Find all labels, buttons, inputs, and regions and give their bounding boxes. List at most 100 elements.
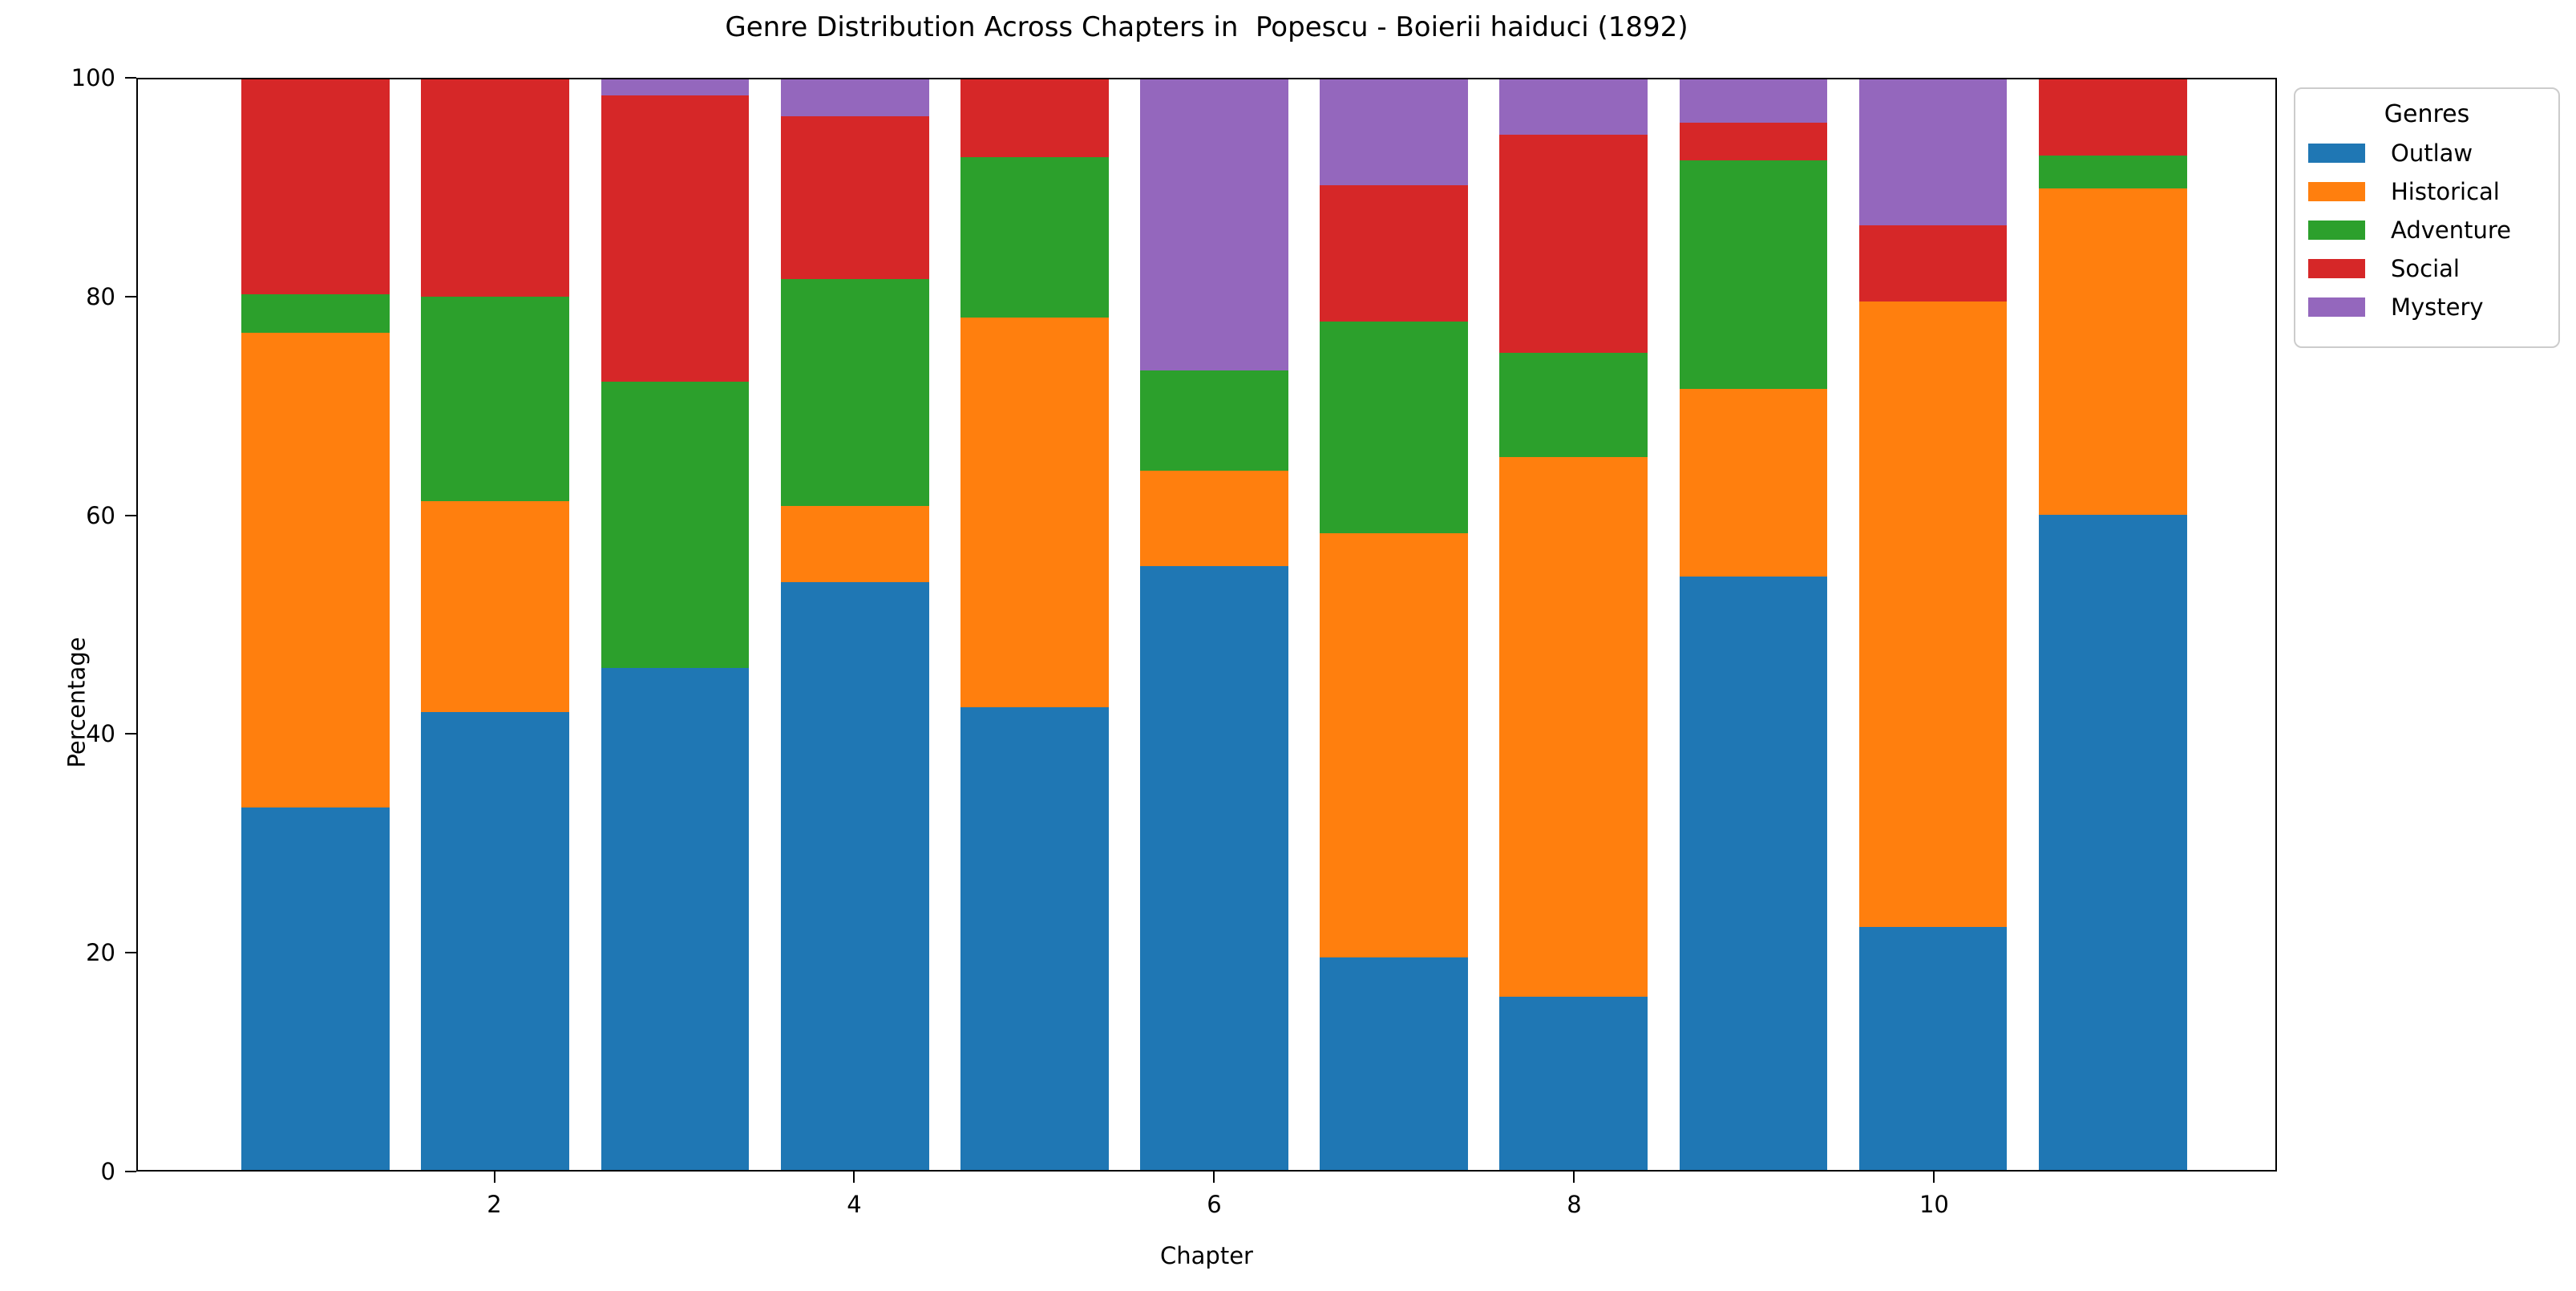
segment-social-chapter-2 xyxy=(421,79,570,297)
legend: Genres Outlaw Historical Adventure Social My… xyxy=(2294,87,2560,348)
x-tick-label-6: 6 xyxy=(1207,1191,1222,1218)
x-tick-mark-4 xyxy=(853,1172,855,1183)
segment-historical-chapter-10 xyxy=(1858,302,2008,927)
chart-title: Genre Distribution Across Chapters in Po… xyxy=(725,11,1688,43)
y-axis: Percentage 0 20 40 60 80 100 xyxy=(0,64,136,1185)
bar-chapter-11 xyxy=(2038,79,2187,1170)
legend-swatch-mystery xyxy=(2308,297,2365,317)
legend-swatch-outlaw xyxy=(2308,144,2365,163)
y-tick-label-20: 20 xyxy=(86,939,115,967)
segment-outlaw-chapter-9 xyxy=(1679,577,1828,1170)
bar-chapter-4 xyxy=(780,79,929,1170)
legend-label-social: Social xyxy=(2391,255,2460,282)
bar-chapter-1 xyxy=(241,79,390,1170)
segment-mystery-chapter-6 xyxy=(1140,79,1288,371)
y-tick-mark-60 xyxy=(125,514,136,516)
segment-social-chapter-1 xyxy=(241,79,390,294)
x-tick-label-4: 4 xyxy=(847,1191,862,1218)
legend-label-adventure: Adventure xyxy=(2391,217,2511,244)
segment-mystery-chapter-10 xyxy=(1858,79,2008,226)
y-axis-label: Percentage xyxy=(63,637,91,768)
segment-historical-chapter-9 xyxy=(1679,389,1828,577)
x-axis-label: Chapter xyxy=(1160,1242,1253,1269)
y-tick-mark-80 xyxy=(125,295,136,297)
x-tick-mark-8 xyxy=(1573,1172,1575,1183)
legend-entry-adventure: Adventure xyxy=(2308,217,2546,244)
segment-social-chapter-9 xyxy=(1679,123,1828,160)
segment-adventure-chapter-7 xyxy=(1320,321,1468,533)
segment-social-chapter-10 xyxy=(1858,225,2008,302)
segment-outlaw-chapter-7 xyxy=(1320,957,1468,1170)
segment-mystery-chapter-8 xyxy=(1499,79,1648,136)
segment-historical-chapter-1 xyxy=(241,332,390,808)
segment-historical-chapter-7 xyxy=(1320,532,1468,957)
bar-chapter-10 xyxy=(1858,79,2008,1170)
legend-label-outlaw: Outlaw xyxy=(2391,140,2473,167)
segment-social-chapter-7 xyxy=(1320,184,1468,322)
segment-mystery-chapter-7 xyxy=(1320,79,1468,185)
segment-historical-chapter-5 xyxy=(960,317,1109,708)
segment-historical-chapter-4 xyxy=(780,505,929,582)
segment-adventure-chapter-1 xyxy=(241,293,390,333)
segment-mystery-chapter-9 xyxy=(1679,79,1828,123)
segment-social-chapter-8 xyxy=(1499,135,1648,354)
x-tick-mark-6 xyxy=(1213,1172,1215,1183)
segment-outlaw-chapter-10 xyxy=(1858,926,2008,1170)
segment-outlaw-chapter-11 xyxy=(2038,514,2187,1170)
segment-social-chapter-11 xyxy=(2038,79,2187,156)
segment-outlaw-chapter-5 xyxy=(960,707,1109,1170)
segment-outlaw-chapter-8 xyxy=(1499,996,1648,1170)
legend-entry-historical: Historical xyxy=(2308,178,2546,205)
segment-adventure-chapter-3 xyxy=(601,381,750,669)
legend-entry-social: Social xyxy=(2308,255,2546,282)
segment-outlaw-chapter-4 xyxy=(780,581,929,1170)
segment-historical-chapter-11 xyxy=(2038,188,2187,515)
bar-chapter-5 xyxy=(960,79,1109,1170)
x-tick-mark-2 xyxy=(493,1172,495,1183)
segment-adventure-chapter-4 xyxy=(780,278,929,506)
bar-chapter-9 xyxy=(1679,79,1828,1170)
legend-label-historical: Historical xyxy=(2391,178,2500,205)
segment-adventure-chapter-5 xyxy=(960,156,1109,318)
plot-area xyxy=(136,78,2277,1172)
x-tick-label-10: 10 xyxy=(1919,1191,1949,1218)
x-axis: Chapter 2 4 6 8 10 xyxy=(136,1172,2277,1291)
y-tick-mark-0 xyxy=(125,1171,136,1172)
y-tick-mark-40 xyxy=(125,733,136,735)
y-tick-label-0: 0 xyxy=(100,1158,115,1185)
segment-outlaw-chapter-6 xyxy=(1140,565,1288,1170)
legend-swatch-social xyxy=(2308,259,2365,278)
y-tick-mark-20 xyxy=(125,952,136,954)
segment-outlaw-chapter-2 xyxy=(421,711,570,1170)
segment-social-chapter-5 xyxy=(960,79,1109,157)
segment-adventure-chapter-8 xyxy=(1499,353,1648,457)
y-tick-label-60: 60 xyxy=(86,501,115,529)
bar-chapter-7 xyxy=(1320,79,1468,1170)
y-tick-label-100: 100 xyxy=(71,64,115,91)
segment-adventure-chapter-2 xyxy=(421,296,570,502)
segment-adventure-chapter-6 xyxy=(1140,370,1288,471)
bar-chapter-6 xyxy=(1140,79,1288,1170)
y-tick-mark-100 xyxy=(125,77,136,79)
legend-entry-outlaw: Outlaw xyxy=(2308,140,2546,167)
legend-title: Genres xyxy=(2384,100,2470,128)
bar-chapter-8 xyxy=(1499,79,1648,1170)
bar-chapter-3 xyxy=(601,79,750,1170)
segment-adventure-chapter-9 xyxy=(1679,160,1828,390)
legend-label-mystery: Mystery xyxy=(2391,293,2484,321)
x-tick-mark-10 xyxy=(1933,1172,1935,1183)
segment-historical-chapter-2 xyxy=(421,501,570,712)
segment-historical-chapter-6 xyxy=(1140,471,1288,566)
segment-outlaw-chapter-1 xyxy=(241,807,390,1170)
x-tick-label-8: 8 xyxy=(1567,1191,1582,1218)
x-tick-label-2: 2 xyxy=(487,1191,502,1218)
segment-social-chapter-3 xyxy=(601,95,750,382)
segment-mystery-chapter-3 xyxy=(601,79,750,96)
bar-chapter-2 xyxy=(421,79,570,1170)
y-tick-label-80: 80 xyxy=(86,282,115,310)
segment-historical-chapter-8 xyxy=(1499,456,1648,997)
segment-adventure-chapter-11 xyxy=(2038,156,2187,189)
segment-social-chapter-4 xyxy=(780,116,929,279)
legend-swatch-adventure xyxy=(2308,221,2365,240)
